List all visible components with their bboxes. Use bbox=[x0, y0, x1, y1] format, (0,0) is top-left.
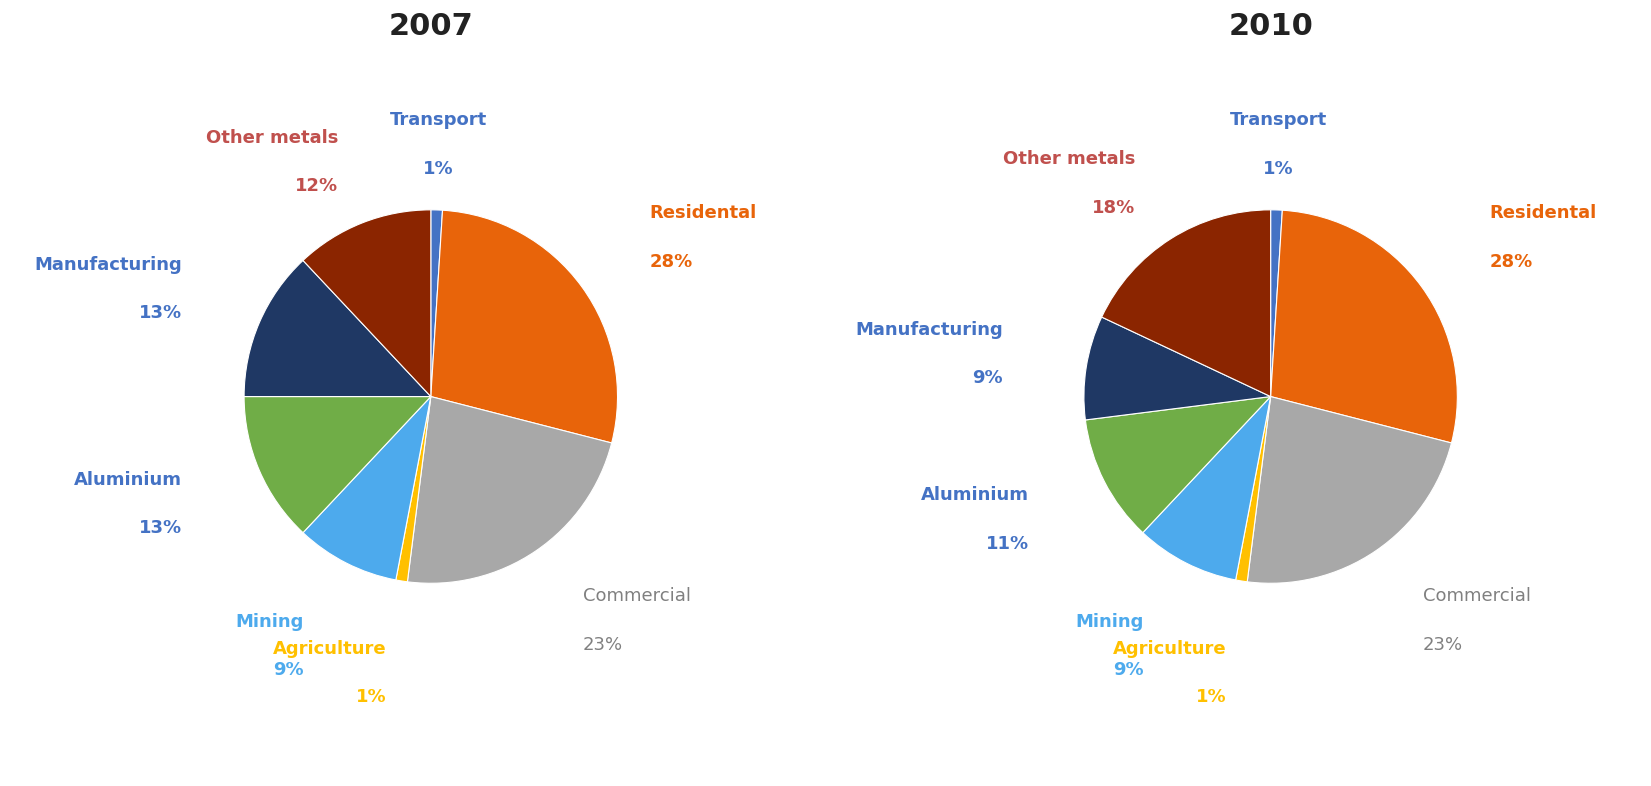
Text: 1%: 1% bbox=[423, 160, 454, 178]
Title: 2007: 2007 bbox=[388, 13, 474, 42]
Wedge shape bbox=[304, 210, 431, 397]
Wedge shape bbox=[1142, 397, 1271, 580]
Wedge shape bbox=[304, 397, 431, 580]
Wedge shape bbox=[244, 397, 431, 533]
Title: 2010: 2010 bbox=[1228, 13, 1313, 42]
Text: 18%: 18% bbox=[1093, 199, 1136, 217]
Wedge shape bbox=[1247, 397, 1451, 583]
Wedge shape bbox=[1085, 317, 1271, 420]
Text: Mining: Mining bbox=[236, 613, 304, 631]
Wedge shape bbox=[1085, 397, 1271, 533]
Text: 13%: 13% bbox=[139, 304, 182, 322]
Text: 1%: 1% bbox=[1197, 689, 1227, 707]
Text: Aluminium: Aluminium bbox=[74, 471, 182, 489]
Text: Residental: Residental bbox=[650, 204, 758, 222]
Text: 1%: 1% bbox=[357, 689, 386, 707]
Text: Residental: Residental bbox=[1489, 204, 1597, 222]
Text: Commercial: Commercial bbox=[1423, 587, 1530, 605]
Wedge shape bbox=[431, 210, 617, 443]
Text: 9%: 9% bbox=[272, 661, 304, 679]
Text: Agriculture: Agriculture bbox=[1113, 640, 1227, 658]
Text: Commercial: Commercial bbox=[583, 587, 692, 605]
Text: Mining: Mining bbox=[1075, 613, 1144, 631]
Text: 9%: 9% bbox=[972, 369, 1004, 387]
Text: 13%: 13% bbox=[139, 520, 182, 538]
Text: Agriculture: Agriculture bbox=[274, 640, 386, 658]
Text: Manufacturing: Manufacturing bbox=[35, 255, 182, 274]
Text: 23%: 23% bbox=[1423, 636, 1463, 654]
Wedge shape bbox=[244, 260, 431, 397]
Text: 28%: 28% bbox=[650, 252, 693, 270]
Text: 9%: 9% bbox=[1113, 661, 1144, 679]
Wedge shape bbox=[408, 397, 611, 583]
Wedge shape bbox=[1101, 210, 1271, 397]
Wedge shape bbox=[1271, 210, 1283, 397]
Text: 11%: 11% bbox=[986, 534, 1030, 553]
Text: 28%: 28% bbox=[1489, 252, 1532, 270]
Text: Transport: Transport bbox=[390, 112, 487, 130]
Wedge shape bbox=[1271, 210, 1458, 443]
Text: 12%: 12% bbox=[296, 178, 338, 196]
Wedge shape bbox=[431, 210, 442, 397]
Text: Aluminium: Aluminium bbox=[921, 487, 1030, 504]
Wedge shape bbox=[396, 397, 431, 582]
Text: Transport: Transport bbox=[1230, 112, 1327, 130]
Text: 1%: 1% bbox=[1263, 160, 1294, 178]
Text: 23%: 23% bbox=[583, 636, 622, 654]
Text: Manufacturing: Manufacturing bbox=[855, 321, 1004, 339]
Wedge shape bbox=[1235, 397, 1271, 582]
Text: Other metals: Other metals bbox=[206, 129, 338, 147]
Text: Other metals: Other metals bbox=[1004, 150, 1136, 168]
